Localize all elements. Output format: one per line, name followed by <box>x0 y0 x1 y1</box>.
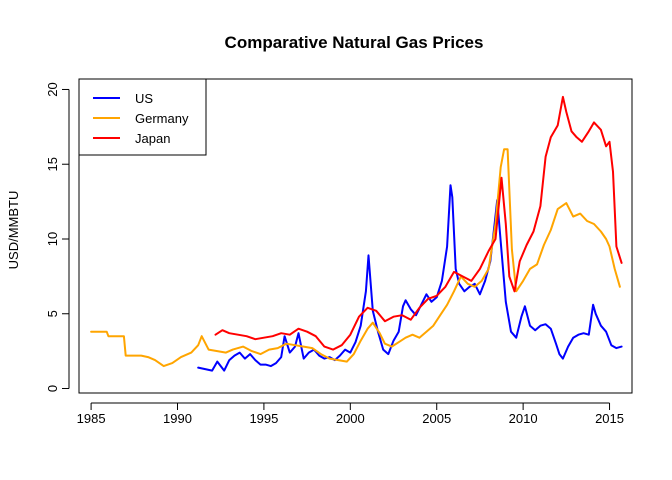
x-tick-label: 2000 <box>336 411 365 426</box>
x-tick-label: 1990 <box>163 411 192 426</box>
plot-box <box>78 78 633 394</box>
legend-label-germany: Germany <box>135 111 189 126</box>
x-tick-label: 2010 <box>509 411 538 426</box>
series-line-us <box>197 184 623 372</box>
y-tick-label: 15 <box>45 157 60 171</box>
series-line-germany <box>90 148 621 368</box>
legend-label-us: US <box>135 91 153 106</box>
y-tick-label: 0 <box>45 385 60 392</box>
x-tick-label: 1995 <box>249 411 278 426</box>
y-tick-label: 5 <box>45 310 60 317</box>
y-tick-label: 20 <box>45 82 60 96</box>
x-tick-label: 2005 <box>422 411 451 426</box>
y-axis-label: USD/MMBTU <box>6 191 21 270</box>
series-line-japan <box>214 95 623 351</box>
legend-label-japan: Japan <box>135 131 170 146</box>
legend: US Germany Japan <box>78 78 207 156</box>
x-axis: 1985 1990 1995 2000 2005 2010 2015 <box>77 402 624 426</box>
y-axis: 0 5 10 15 20 <box>45 82 70 392</box>
y-tick-label: 10 <box>45 232 60 246</box>
x-tick-label: 1985 <box>77 411 106 426</box>
x-tick-label: 2015 <box>595 411 624 426</box>
plot-lines <box>90 95 623 372</box>
chart-title: Comparative Natural Gas Prices <box>225 33 484 52</box>
